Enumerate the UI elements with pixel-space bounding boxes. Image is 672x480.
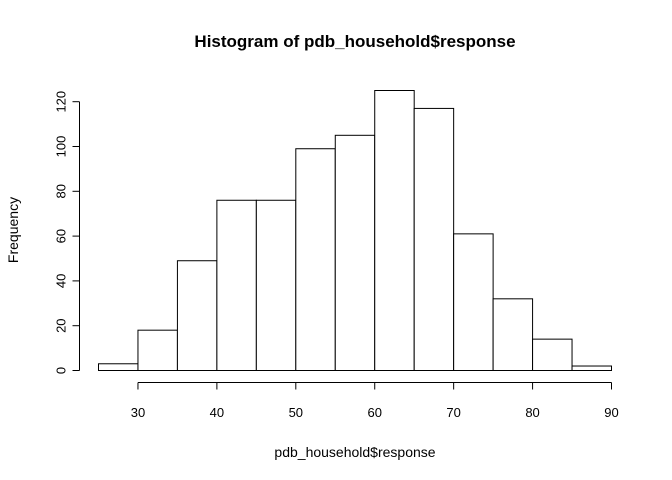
histogram-bar <box>334 134 376 371</box>
histogram-bar <box>137 329 178 371</box>
histogram-bar <box>216 199 257 371</box>
y-tick-label: 80 <box>54 184 69 198</box>
x-tick-label: 90 <box>604 405 618 420</box>
y-tick-label: 40 <box>54 274 69 288</box>
y-axis-label: Frequency <box>5 197 21 263</box>
x-tick-label: 60 <box>367 405 381 420</box>
y-tick-label: 120 <box>54 91 69 113</box>
histogram-bar <box>492 298 534 372</box>
histogram-bar <box>453 233 494 371</box>
x-axis: 30 40 50 60 70 80 90 <box>131 382 619 420</box>
x-tick-label: 80 <box>525 405 539 420</box>
x-tick-label: 50 <box>289 405 303 420</box>
y-axis: 0 20 40 60 80 100 120 <box>54 91 80 374</box>
histogram-bar <box>98 363 139 371</box>
y-tick-label: 0 <box>54 367 69 374</box>
histogram-bar <box>532 338 573 372</box>
histogram-bar <box>295 148 336 371</box>
x-tick-label: 70 <box>446 405 460 420</box>
histogram-bar <box>413 107 455 371</box>
histogram-bar <box>571 365 612 371</box>
histogram-bar <box>374 90 415 371</box>
bars-group <box>98 90 612 372</box>
chart-title: Histogram of pdb_household$response <box>194 32 515 51</box>
histogram-bar <box>176 260 218 371</box>
x-tick-label: 30 <box>131 405 145 420</box>
y-tick-label: 60 <box>54 229 69 243</box>
x-axis-label: pdb_household$response <box>274 444 435 460</box>
y-tick-label: 100 <box>54 136 69 158</box>
y-tick-label: 20 <box>54 318 69 332</box>
x-tick-label: 40 <box>210 405 224 420</box>
histogram-bar <box>255 199 297 371</box>
